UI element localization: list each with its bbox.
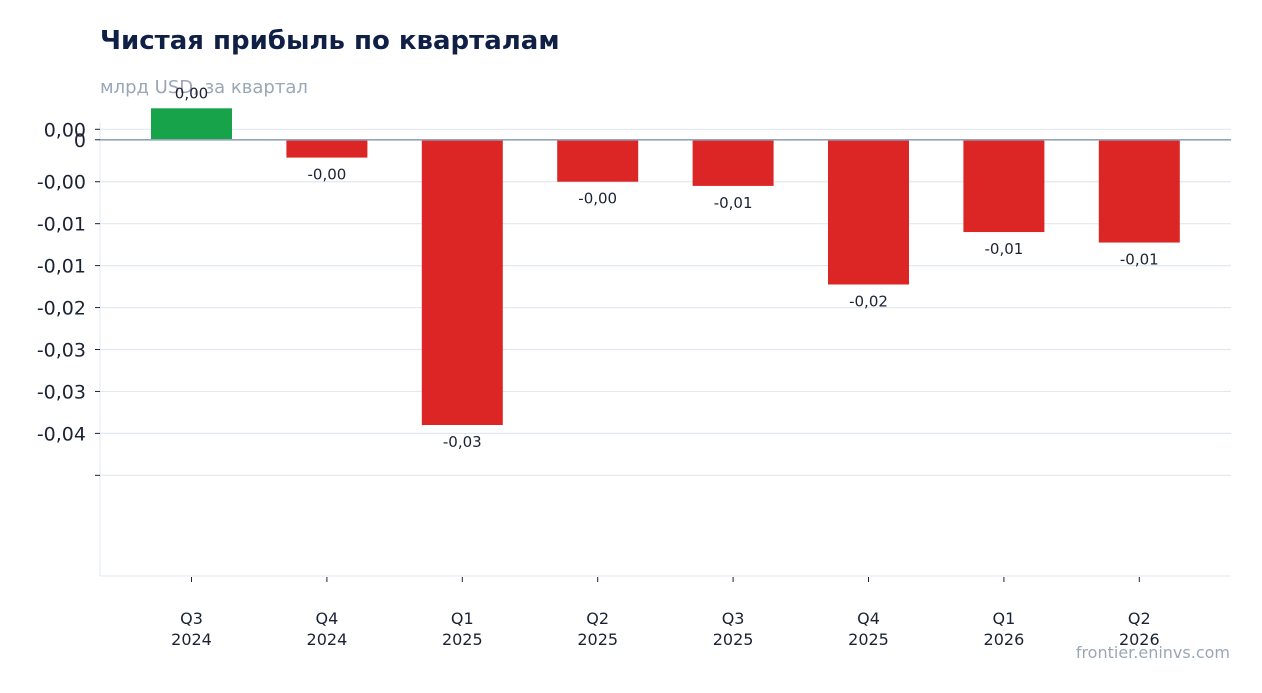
source-watermark: frontier.eninvs.com [1075,643,1230,662]
y-tick-label: -0,00 [37,172,86,194]
y-tick-label: -0,01 [37,256,86,278]
bar [557,139,639,182]
chart-subtitle: млрд USD, за квартал [100,77,308,98]
chart-title: Чистая прибыль по кварталам [100,26,560,56]
x-tick-label: Q2 2025 [577,609,618,649]
bar [421,139,503,425]
bar [828,139,909,285]
y-tick-label: -0,03 [37,381,86,403]
x-tick-label: Q4 2025 [848,609,889,649]
y-tick-label: 0,00 [44,119,86,141]
x-tick-label: Q3 2025 [713,609,754,649]
bar [151,108,232,140]
y-tick-label: -0,01 [37,214,86,236]
x-tick-label: Q4 2024 [307,609,348,649]
data-label: -0,00 [307,166,346,184]
data-label: -0,01 [984,240,1023,258]
x-tick-label: Q1 2026 [984,609,1025,649]
data-label: -0,03 [443,433,482,451]
data-label: -0,01 [714,194,753,212]
y-tick-label: 0 [74,130,86,152]
x-tick-label: Q3 2024 [171,609,212,649]
y-tick-label: -0,02 [37,298,86,320]
bar [692,139,774,186]
data-label: -0,01 [1120,251,1159,269]
data-label: 0,00 [175,84,208,102]
x-tick-label: Q2 2026 [1119,609,1160,649]
bar [963,139,1045,233]
bar [286,139,368,158]
y-tick-label: -0,04 [37,423,86,445]
data-label: -0,00 [578,190,617,208]
data-label: -0,02 [849,292,888,310]
y-tick-label: -0,03 [37,340,86,362]
x-tick-label: Q1 2025 [442,609,483,649]
bar [1098,139,1180,243]
